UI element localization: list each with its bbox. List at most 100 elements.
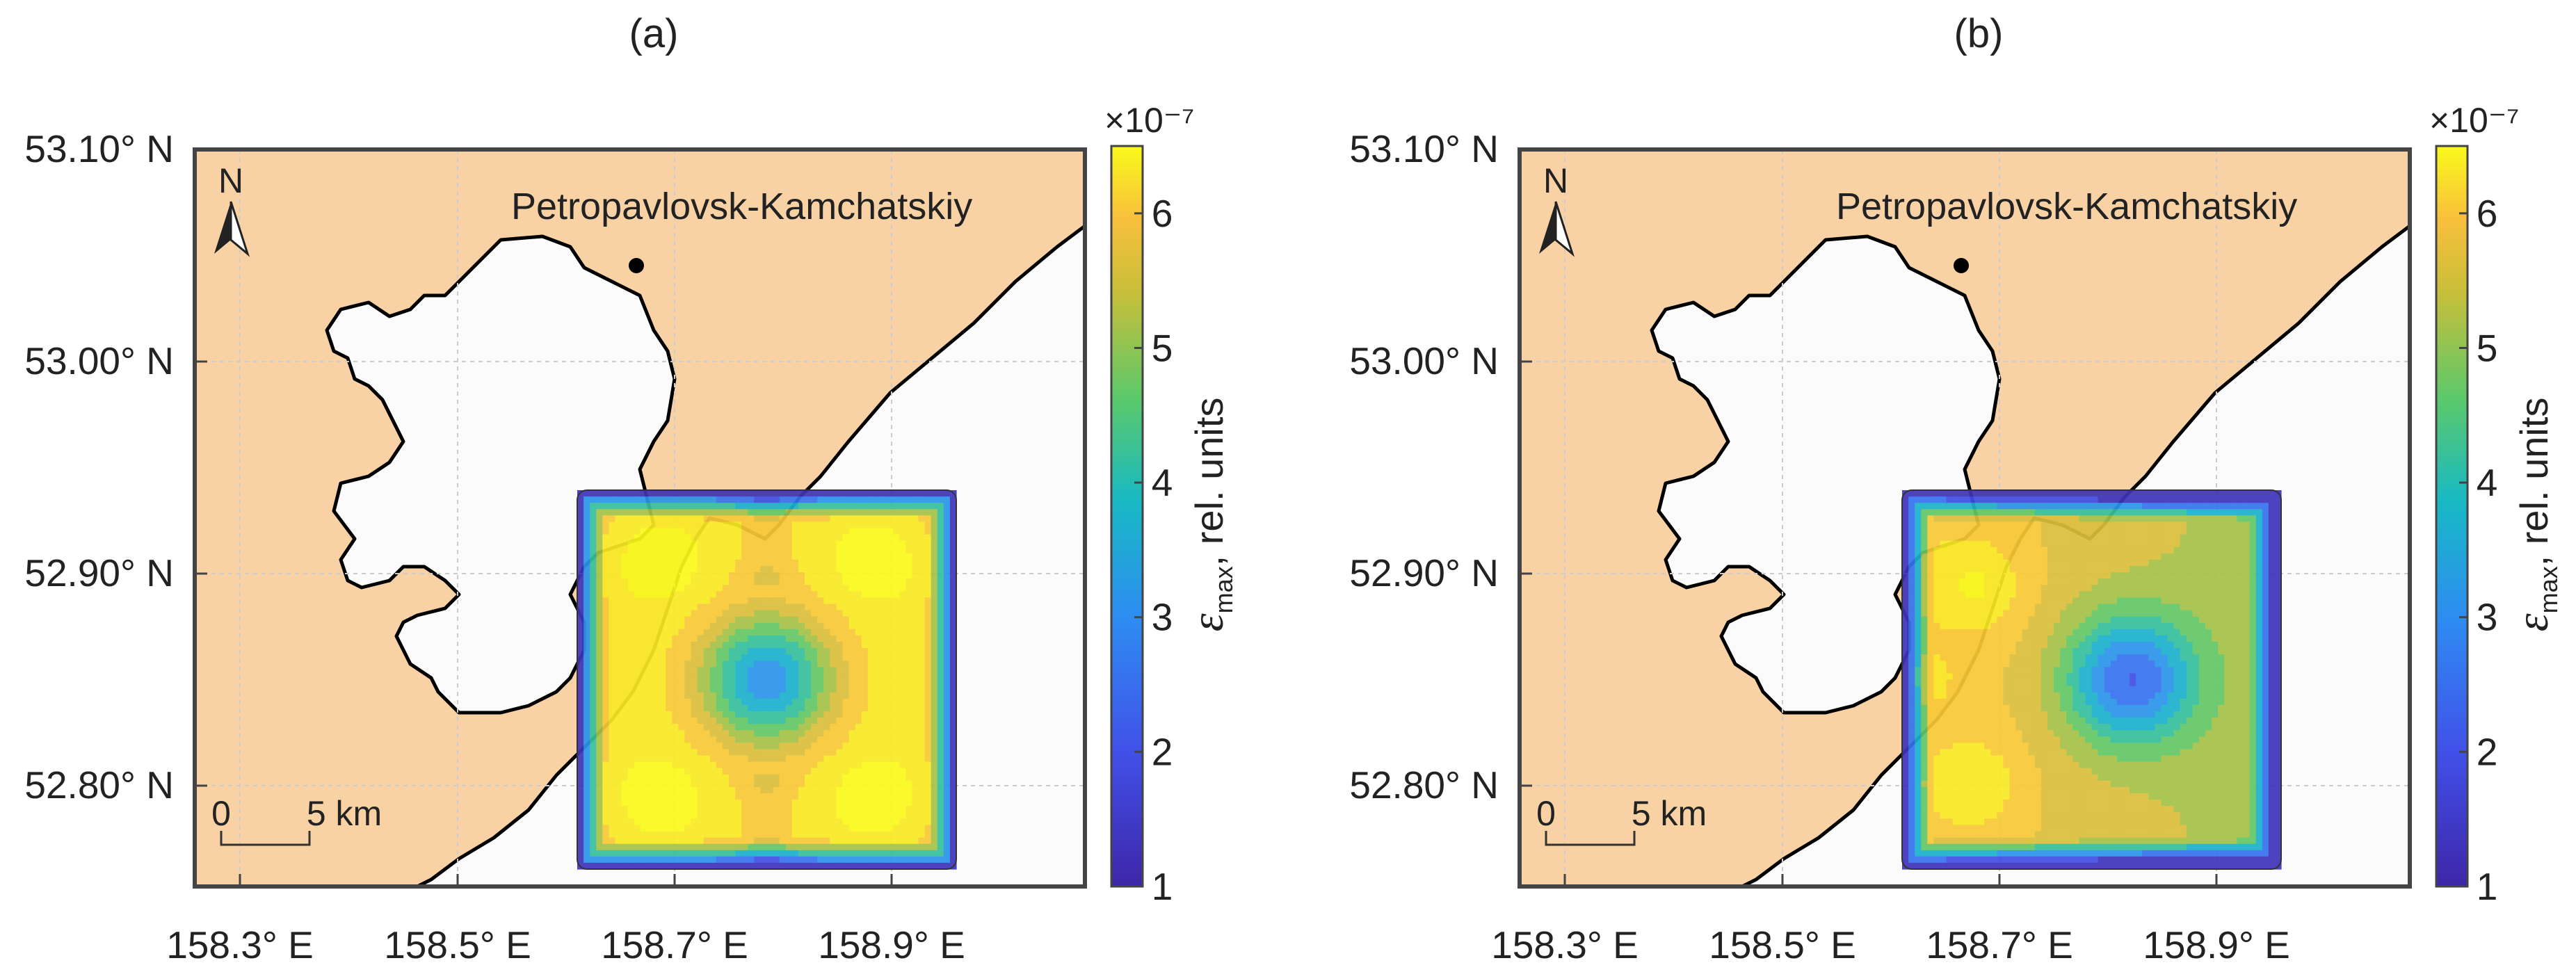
field-cell [735,540,742,548]
field-cell [766,774,774,781]
field-cell [2028,521,2036,529]
field-cell [805,559,812,567]
field-cell [1978,730,1985,737]
field-cell [880,755,887,763]
field-cell [678,724,685,731]
field-cell [785,578,793,585]
field-cell [817,591,824,598]
field-cell [811,862,818,870]
field-cell [937,730,944,737]
field-cell [2003,509,2010,516]
field-cell [1908,578,1915,585]
field-cell [893,521,900,529]
field-cell [1908,800,1915,807]
field-cell [1933,711,1941,718]
field-cell [1958,654,1966,661]
field-cell [1971,616,1979,624]
field-cell [1990,534,1997,542]
field-cell [684,661,692,667]
field-cell [646,806,654,813]
field-cell [1971,673,1979,681]
field-cell [2015,825,2023,832]
field-cell [722,503,730,510]
field-cell [615,616,622,624]
field-cell [577,736,584,743]
field-cell [811,755,818,763]
field-cell [602,648,609,655]
field-cell [1915,724,1922,731]
field-cell [2034,648,2042,655]
field-cell [760,768,768,775]
field-cell [2022,736,2029,743]
field-cell [1978,629,1985,636]
field-cell [609,692,616,699]
field-cell [659,591,666,598]
field-cell [1965,578,1972,585]
field-cell [577,843,584,851]
field-cell [646,534,654,542]
field-cell [634,629,641,636]
field-cell [937,578,944,585]
field-cell [602,546,609,554]
field-cell [1927,724,1934,731]
field-cell [678,755,685,763]
field-cell [830,724,837,731]
field-cell [590,768,597,775]
field-cell [2009,503,2017,510]
field-cell [729,862,736,870]
field-cell [748,812,755,819]
field-cell [748,837,755,845]
field-cell [709,553,717,560]
field-cell [937,540,944,548]
field-cell [861,692,869,699]
field-cell [924,654,932,661]
field-cell [1940,648,1947,655]
field-cell [672,806,679,813]
field-cell [722,642,730,649]
field-cell [791,831,799,839]
field-cell [596,755,603,763]
field-cell [1965,806,1972,813]
field-cell [659,755,666,763]
field-cell [1990,786,1997,794]
field-cell [949,692,957,699]
field-cell [1978,755,1985,763]
field-cell [817,528,824,535]
field-cell [691,831,698,839]
field-cell [773,698,780,706]
field-cell [2003,818,2010,825]
field-cell [1978,566,1985,573]
field-cell [811,736,818,743]
field-cell [912,761,919,769]
field-cell [640,724,647,731]
field-cell [760,578,768,585]
field-cell [887,825,894,832]
field-cell [1965,546,1972,554]
field-cell [577,635,584,642]
field-cell [615,622,622,630]
field-cell [855,667,862,674]
field-cell [741,704,748,712]
field-cell [2015,755,2023,763]
field-cell [1952,661,1960,667]
field-cell [887,528,894,535]
field-cell [1908,566,1915,573]
field-cell [583,812,590,819]
field-cell [924,673,932,681]
field-cell [748,850,755,857]
field-cell [887,812,894,819]
field-cell [1978,736,1985,743]
field-cell [621,743,629,750]
field-cell [874,616,881,624]
field-cell [672,546,679,554]
field-cell [2003,686,2010,693]
field-cell [634,546,641,554]
field-cell [697,540,705,548]
field-cell [666,673,673,681]
field-cell [1990,604,1997,611]
field-cell [2028,686,2036,693]
field-cell [2028,704,2036,712]
field-cell [887,629,894,636]
field-cell [577,812,584,819]
field-cell [709,540,717,548]
